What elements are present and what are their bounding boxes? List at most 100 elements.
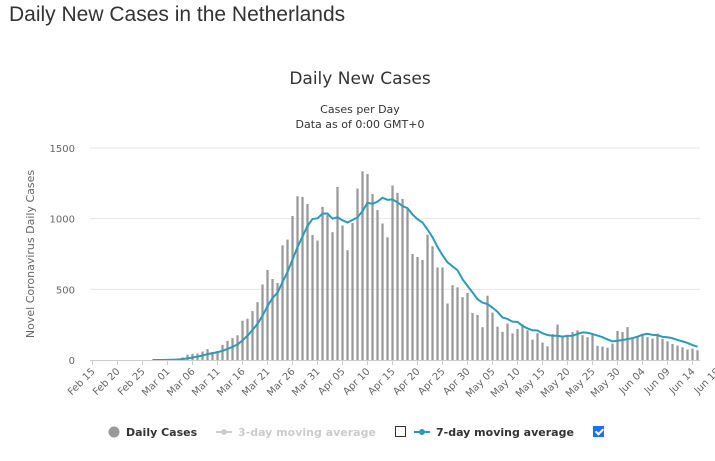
bar [376,210,379,360]
bar [236,335,239,360]
x-tick-label: Apr 25 [416,366,447,397]
y-axis-ticks: 0 500 1000 1500 [50,144,75,367]
bar [186,354,189,360]
legend-label-3-day-average: 3-day moving average [238,425,376,439]
bar [551,334,554,360]
x-tick-label: Jun 09 [642,366,673,397]
bar [521,324,524,360]
bar [571,332,574,360]
bar [256,302,259,360]
y-tick-label: 500 [56,285,75,296]
bar [356,188,359,360]
bar [226,340,229,360]
bar [511,333,514,360]
bar [426,234,429,360]
bar [586,337,589,360]
bar [296,196,299,360]
bar [591,333,594,360]
bar [371,194,374,360]
daily-cases-bars [151,171,699,360]
bar [691,348,694,360]
bar [491,312,494,360]
bar [621,332,624,360]
bar [536,333,539,360]
bar [291,215,294,360]
y-axis-title: Novel Coronavirus Daily Cases [24,170,37,338]
bar [481,327,484,360]
bar [606,347,609,360]
bar [451,285,454,360]
x-tick-label: Jun 14 [667,366,698,397]
bar [351,223,354,360]
bar [306,203,309,360]
bar [516,328,519,360]
bar [471,313,474,360]
x-tick-label: Mar 31 [290,366,322,398]
bar [416,256,419,360]
bar [366,174,369,360]
legend-line-marker-icon [216,429,232,435]
legend-label-7-day-average: 7-day moving average [436,425,574,439]
chart-subtitle-line-2: Data as of 0:00 GMT+0 [296,118,425,131]
bar [321,206,324,360]
bar [341,225,344,360]
bar [346,250,349,360]
bar [631,338,634,360]
bar [331,232,334,360]
legend-item-daily-cases[interactable]: Daily Cases [108,422,197,442]
bar [316,240,319,360]
bar [661,338,664,360]
bar [626,327,629,360]
bar [406,209,409,360]
bar [636,336,639,360]
bar [336,187,339,360]
bar [446,303,449,360]
bar [681,347,684,360]
y-tick-label: 1500 [50,144,75,155]
bar [386,237,389,360]
three-day-average-checkbox[interactable] [395,426,406,437]
bar [396,192,399,360]
bar [531,339,534,360]
bar [421,259,424,360]
bar [456,287,459,360]
daily-cases-chart: Daily New Cases Cases per Day Data as of… [24,69,715,400]
x-tick-label: Apr 10 [341,366,372,397]
bar [221,344,224,360]
bar [611,343,614,360]
bar [526,330,529,360]
bar [616,330,619,360]
chart-subtitle-line-1: Cases per Day [320,103,400,116]
bar [441,267,444,360]
bar [676,345,679,360]
grid-lines [90,147,700,290]
bar [361,171,364,360]
x-tick-label: Jun 19 [692,366,715,397]
bar [246,318,249,360]
bar [271,279,274,360]
bar [466,292,469,360]
bar [646,337,649,360]
bar [576,330,579,360]
bar [651,338,654,360]
bar [261,284,264,360]
seven-day-average-checkbox[interactable] [593,426,604,437]
bar [461,297,464,360]
bar [641,333,644,360]
bar [671,344,674,360]
bar [541,342,544,360]
legend-item-3-day-average[interactable]: 3-day moving average [216,422,376,442]
bar [496,326,499,360]
bar [431,246,434,360]
bar [546,346,549,360]
page-title: Daily New Cases in the Netherlands [9,3,346,26]
bar [281,245,284,360]
bar [566,334,569,360]
legend-item-7-day-average[interactable]: 7-day moving average [414,422,574,442]
bar [266,269,269,360]
bar [476,314,479,360]
chart-legend: Daily Cases 3-day moving average 7-day m… [0,418,715,446]
y-tick-label: 1000 [50,215,75,226]
bar [276,282,279,360]
